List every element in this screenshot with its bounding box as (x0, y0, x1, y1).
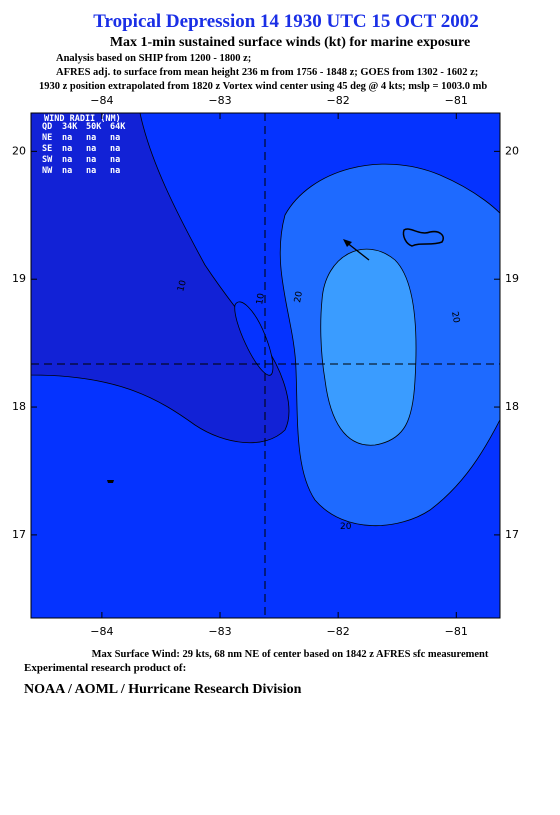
y-tick-label: 18 (505, 400, 519, 413)
y-tick-label: 20 (12, 144, 26, 157)
contour-label: 20 (340, 522, 352, 532)
max-wind: Max Surface Wind: 29 kts, 68 nm NE of ce… (92, 649, 489, 660)
motion-arrow (345, 241, 370, 261)
wind-radii-cell: na (110, 155, 120, 165)
contour-label: 10 (255, 292, 267, 305)
organization: NOAA / AOML / Hurricane Research Divisio… (24, 682, 302, 697)
title: Tropical Depression 14 1930 UTC 15 OCT 2… (93, 11, 478, 32)
wind-radii-cell: NW (42, 166, 53, 176)
wind-radii-header: 34K (62, 122, 78, 132)
wind-radii-cell: na (86, 144, 96, 154)
wind-radii-header: 64K (110, 122, 126, 132)
y-tick-label: 19 (12, 272, 26, 285)
land (107, 480, 114, 483)
wind-radii-header: QD (42, 122, 52, 132)
y-tick-label: 17 (505, 528, 519, 541)
wind-radii-cell: na (110, 144, 120, 154)
x-tick-label: −83 (208, 625, 231, 638)
note: AFRES adj. to surface from mean height 2… (56, 67, 478, 78)
wind-radii-cell: na (86, 155, 96, 165)
land (402, 228, 444, 247)
x-tick-label: −84 (90, 625, 113, 638)
wind-radii-cell: na (86, 166, 96, 176)
contour-10 (234, 301, 274, 376)
wind-radii-cell: na (62, 155, 72, 165)
wind-radii-cell: na (62, 166, 72, 176)
x-tick-label: −82 (327, 94, 350, 107)
product-note: Experimental research product of: (24, 662, 186, 674)
y-tick-label: 19 (505, 272, 519, 285)
x-tick-label: −81 (445, 94, 468, 107)
wind-radii-cell: SE (42, 144, 52, 154)
map-frame (30, 112, 501, 619)
subtitle: Max 1-min sustained surface winds (kt) f… (110, 35, 470, 50)
wind-radii-header: 50K (86, 122, 102, 132)
wind-radii-cell: na (62, 144, 72, 154)
y-tick-label: 17 (12, 528, 26, 541)
contour-label: 20 (449, 311, 461, 324)
wind-radii-cell: NE (42, 133, 52, 143)
wind-radii-cell: na (62, 133, 72, 143)
x-tick-label: −82 (327, 625, 350, 638)
note: 1930 z position extrapolated from 1820 z… (39, 81, 487, 92)
wind-radii-cell: na (110, 166, 120, 176)
wind-radii-cell: na (86, 133, 96, 143)
x-tick-label: −84 (90, 94, 113, 107)
wind-radii-title: WIND RADII (NM) (44, 114, 121, 124)
note: Analysis based on SHIP from 1200 - 1800 … (56, 53, 251, 64)
contour-label: 20 (293, 290, 305, 303)
contour-label: 10 (176, 279, 189, 293)
map: 10 10 20 20 20 WIND RADII (NM) QD 34K 50K 6… (30, 112, 501, 619)
x-tick-label: −81 (445, 625, 468, 638)
wind-radii-cell: na (110, 133, 120, 143)
contour-10 (31, 113, 290, 444)
contour-25 (320, 248, 417, 446)
x-tick-label: −83 (208, 94, 231, 107)
wind-radii-cell: SW (42, 155, 53, 165)
arrow-head (343, 239, 352, 247)
y-tick-label: 20 (505, 144, 519, 157)
y-tick-label: 18 (12, 400, 26, 413)
